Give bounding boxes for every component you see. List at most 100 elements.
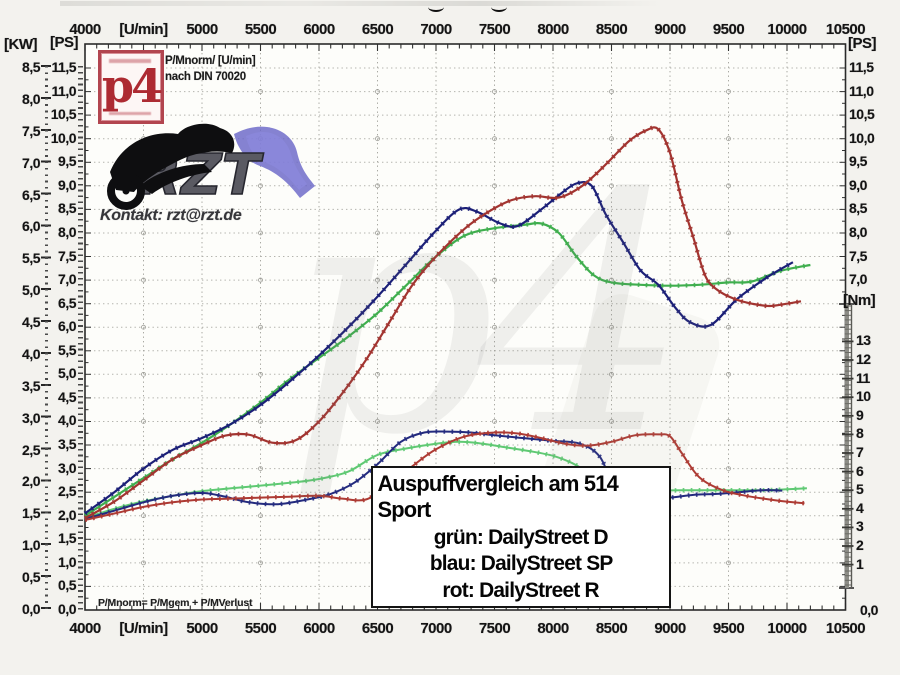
ps-axis-label: 6,5 [58,294,76,311]
x-axis-bottom-label: [U/min] [119,620,168,637]
p4-logo-fineprint-top [109,59,151,63]
kw-axis-label: 0,0 [22,601,40,617]
x-axis-bottom-label: 5000 [186,620,218,637]
nm-axis-label: 1 [856,555,864,572]
left-kw-axis-header: [KW] [4,36,37,53]
rzt-bike-wheel-hub [122,187,130,195]
ps-axis-label: 6,0 [58,318,76,335]
ps-axis-label: 2,5 [58,483,76,500]
contact-text: Kontakt: rzt@rzt.de [100,207,242,224]
p4-logo: p4 [98,50,164,124]
ps-axis-label: 7,0 [58,271,76,288]
x-axis-bottom-label: 6500 [361,620,394,637]
right-ps-axis-label: 11,5 [849,59,874,75]
ps-axis-label: 1,5 [58,530,76,547]
right-ps-axis-label: 8,0 [849,223,867,240]
norm-line-2: nach DIN 70020 [165,71,246,83]
ps-axis-label: 0,0 [58,601,76,617]
ps-axis-label: 11,5 [51,59,77,75]
ps-axis-label: 10,0 [50,129,77,146]
right-ps-axis-label: 7,0 [849,271,867,288]
ps-axis-label: 9,5 [58,153,76,170]
nm-axis-label: 7 [856,444,864,460]
rzt-flag-stripe [246,132,307,190]
norm-annotation: P/Mnorm/ [U/min] nach DIN 70020 [165,53,256,85]
legend-entry-blue: blau: DailyStreet SP [429,551,613,576]
right-ps-axis-label: 10,5 [849,106,875,123]
kw-axis-minor-ticks [45,66,48,612]
ps-axis-label: 5,5 [58,341,76,358]
right-ps-axis-label: 11,0 [849,82,874,99]
ps-axis-label: 5,0 [58,365,76,382]
right-ps-axis-header: [PS] [848,35,877,52]
rzt-bike-fairing [140,164,212,194]
kw-axis-label: 4,5 [22,314,40,331]
nm-axis-label: 8 [856,425,864,442]
kw-axis-label: 1,0 [22,537,40,554]
kw-axis-label: 8,5 [22,59,40,75]
x-axis-bottom-label: 10500 [825,620,866,637]
kw-axis-label: 0,5 [22,569,40,586]
x-axis-top-label: 4000 [69,21,101,38]
nm-axis-label: 12 [856,351,871,367]
x-axis-top-label: 7500 [478,21,511,38]
norm-line-1: P/Mnorm/ [U/min] [165,55,256,67]
kw-axis-label: 3,5 [22,377,40,394]
x-axis-bottom-label: 8500 [595,620,628,637]
ps-axis-label: 3,5 [58,436,76,453]
kw-axis-label: 2,5 [22,441,40,458]
ps-axis-label: 0,5 [58,577,76,594]
cropped-title-remnant [0,0,900,12]
rzt-logo: RZT [107,123,315,210]
ps-axis-label: 9,0 [58,176,76,193]
footer-formula: P/Mnorm= P/Mgem + P/MVerlust [98,597,253,609]
p4-watermark: p4 [285,123,688,507]
kw-axis-label: 1,5 [22,505,40,522]
right-ps-axis-label: 9,5 [849,153,867,170]
right-nm-axis-header: [Nm] [843,292,876,309]
ps-axis-minor-ticks [78,66,83,612]
kw-axis-label: 7,0 [22,154,40,171]
x-axis-top-label: 9500 [712,21,745,38]
x-axis-bottom-label: 9500 [712,620,745,637]
x-axis-top-label: 7000 [420,21,452,38]
ps-axis-label: 1,0 [58,553,76,570]
kw-axis-label: 4,0 [22,345,40,362]
title-remnant-arc [428,2,444,12]
nm-axis-label: 2 [856,537,864,553]
x-axis-bottom-label: 9000 [654,620,686,637]
kw-axis-label: 8,0 [22,90,40,107]
p4-logo-fineprint-bottom [109,111,151,115]
legend-title: Auspuffvergleich am 514 Sport [377,470,618,522]
nm-axis-label: 5 [856,481,864,498]
x-axis-top-label: 8500 [595,21,628,38]
p4-logo-text: p4 [101,59,163,113]
x-axis-top-label: 10000 [767,21,807,38]
title-remnant-arc [491,2,507,12]
kw-axis-label: 3,0 [22,409,40,426]
ps-axis-label: 11,0 [51,82,77,99]
legend-entry-red: rot: DailyStreet R [442,578,600,603]
x-axis-top-label: 6000 [303,21,335,38]
kw-axis-label: 6,5 [22,186,40,203]
right-ps-axis-label: 8,5 [849,200,867,217]
x-axis-top-label: 10500 [825,21,866,38]
x-axis-bottom-label: 4000 [69,620,101,637]
nm-axis-label: 9 [856,406,864,423]
right-ps-zero-label: 0,0 [860,602,878,618]
x-axis-top-label: 6500 [361,21,394,38]
x-axis-top-label: 5500 [244,21,277,38]
x-axis-bottom-label: 8000 [537,620,569,637]
x-axis-bottom-label: 10000 [767,620,807,637]
ps-axis-label: 7,5 [58,247,76,264]
kw-axis-label: 2,0 [22,473,40,490]
nm-axis-label: 11 [856,369,870,386]
ps-axis-label: 10,5 [50,106,77,123]
cropped-title-smear [60,1,660,6]
right-ps-axis-label: 9,0 [849,176,867,193]
nm-axis-label: 3 [856,518,864,535]
rzt-bike-silhouette [110,123,235,192]
rzt-bike-front-wheel [107,172,145,210]
x-axis-top-label: 8000 [537,21,569,38]
